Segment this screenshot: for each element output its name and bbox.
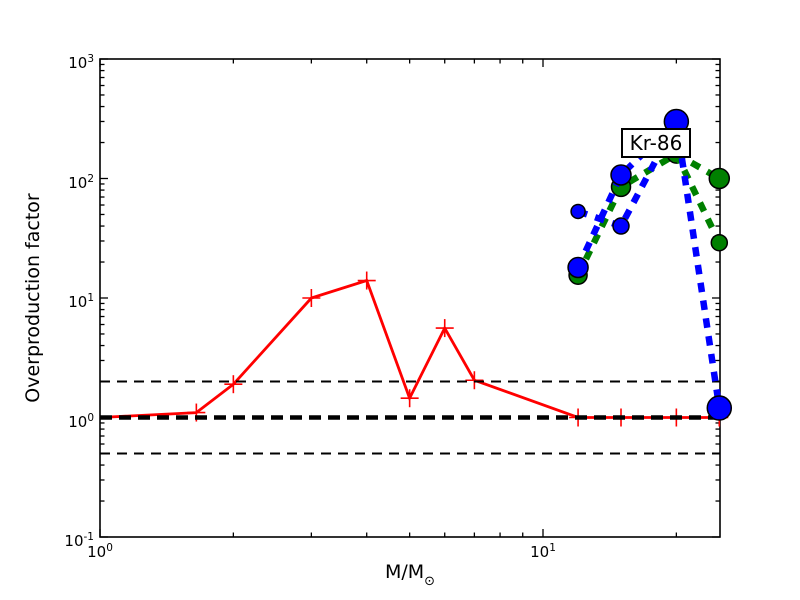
isotope-annotation-text: Kr-86 (629, 131, 683, 155)
plot-frame (99, 58, 721, 538)
x-axis-title: M/M⊙ (110, 561, 710, 589)
massive-green-series-b (673, 152, 729, 252)
x-tick-label: 101 (530, 542, 556, 561)
x-axis-title-text: M/M (384, 561, 425, 583)
isotope-annotation: Kr-86 (621, 128, 691, 158)
massive-blue-series-a (567, 108, 733, 421)
x-tick-label: 100 (87, 542, 113, 561)
y-tick-label: 102 (68, 172, 94, 192)
agb-red-series (99, 271, 729, 427)
y-tick-label: 100 (68, 411, 94, 431)
y-tick-label: 103 (68, 53, 94, 72)
sun-symbol: ⊙ (424, 573, 436, 589)
y-tick-label: 10-1 (64, 531, 94, 550)
y-tick-label: 101 (68, 292, 94, 311)
massive-blue-series-b (570, 119, 680, 235)
